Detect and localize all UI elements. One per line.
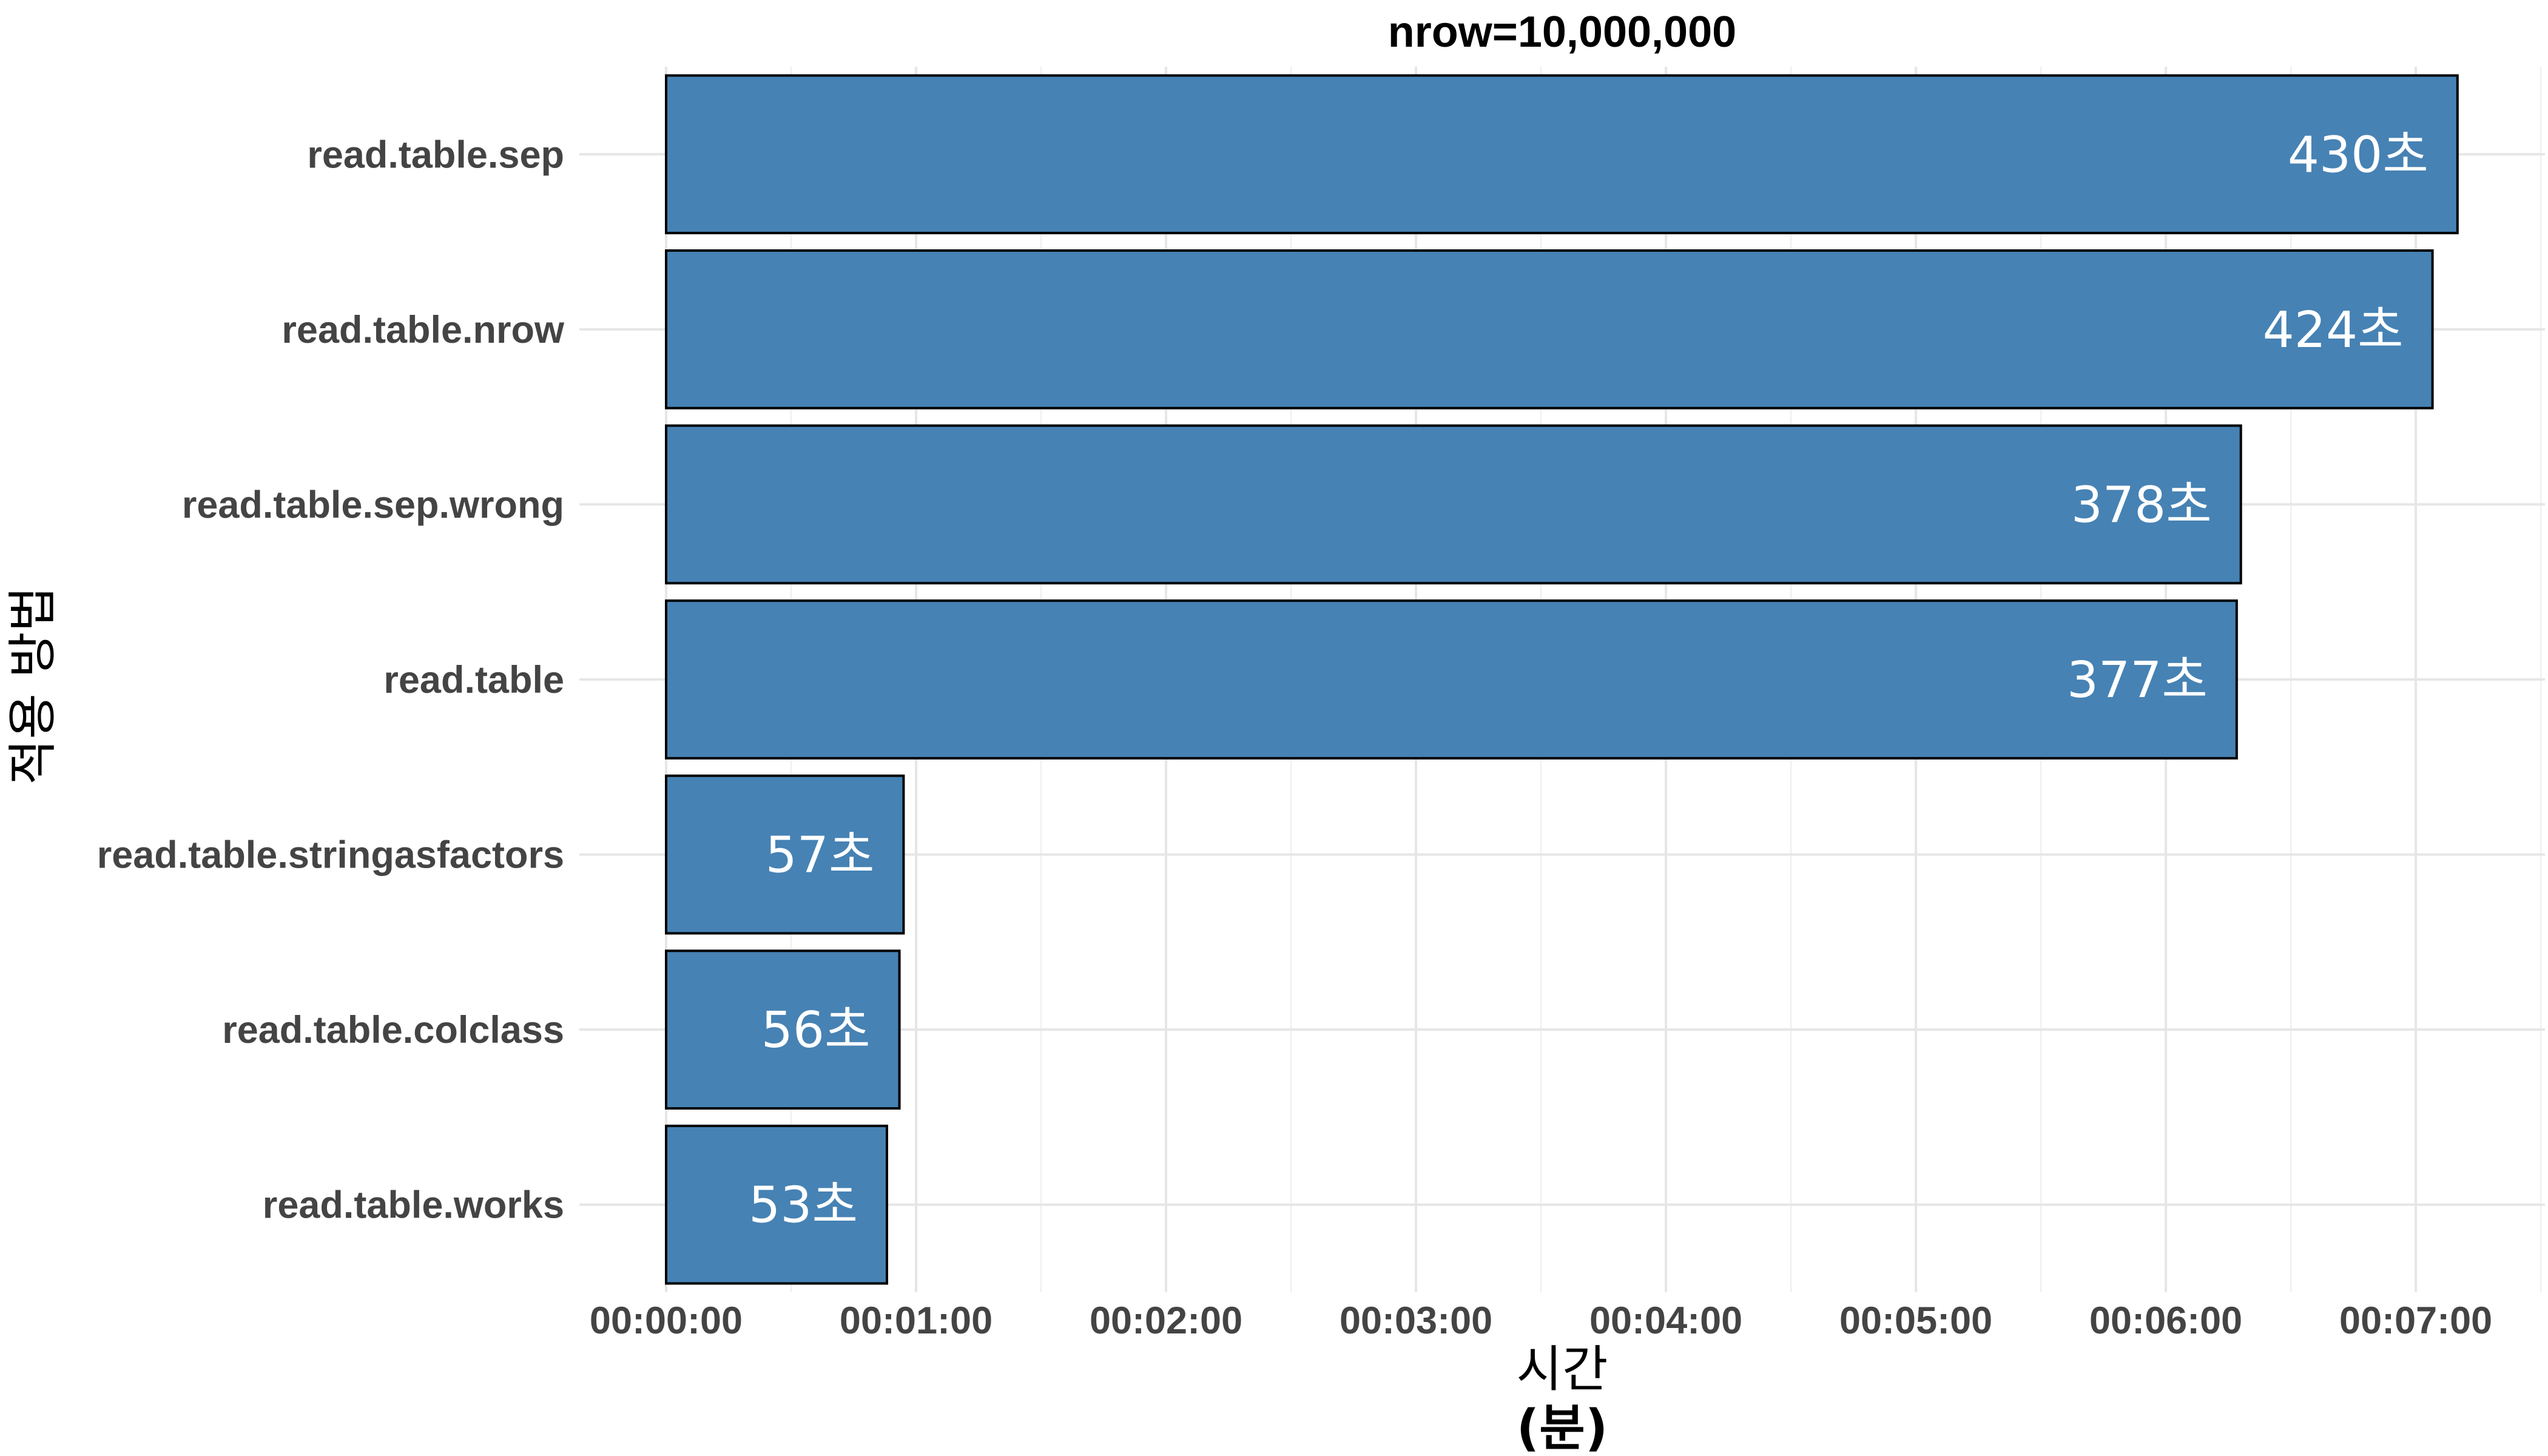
value-label: 53초 (749, 1177, 858, 1235)
x-tick-label: 00:05:00 (1839, 1299, 1992, 1342)
category-label: read.table (383, 659, 564, 701)
bar-read-table (665, 599, 2238, 760)
bar-read-table-colclass (665, 949, 901, 1110)
x-tick-labels: 00:00:00 00:01:00 00:02:00 00:03:00 00:04:00… (590, 1299, 2492, 1342)
x-tick-label: 00:07:00 (2339, 1299, 2492, 1342)
category-label: read.table.sep (307, 133, 564, 176)
value-label: 430초 (2288, 126, 2428, 184)
x-axis-title: 시간 (1517, 1341, 1608, 1398)
bar-read-table-sep-wrong (665, 424, 2242, 585)
bar-read-table-sep (665, 74, 2459, 235)
value-labels: 430초 424초 378초 377초 57초 56초 53초 (749, 126, 2428, 1234)
bar-read-table-works (665, 1124, 888, 1285)
value-label: 424초 (2263, 302, 2404, 359)
bar-read-table-stringasfactors (665, 774, 905, 935)
category-label: read.table.colclass (222, 1009, 564, 1051)
bar-read-table-nrow (665, 249, 2434, 410)
bars (665, 74, 2459, 1285)
chart-title: nrow=10,000,000 (1388, 8, 1736, 56)
category-label: read.table.stringasfactors (97, 834, 564, 877)
value-label: 377초 (2067, 652, 2208, 709)
x-tick-label: 00:02:00 (1090, 1299, 1242, 1342)
x-tick-label: 00:00:00 (590, 1299, 743, 1342)
x-tick-label: 00:04:00 (1589, 1299, 1742, 1342)
value-label: 378초 (2071, 476, 2212, 534)
x-axis-unit: (분) (1517, 1400, 1608, 1456)
category-label: read.table.works (263, 1184, 564, 1227)
x-tick-label: 00:03:00 (1340, 1299, 1492, 1342)
category-labels: read.table.sep read.table.nrow read.table.… (97, 133, 565, 1226)
category-label: read.table.sep.wrong (182, 484, 564, 526)
value-label: 57초 (766, 827, 875, 885)
x-tick-label: 00:06:00 (2089, 1299, 2242, 1342)
y-axis-title: 적용 방법 (4, 586, 62, 785)
category-label: read.table.nrow (281, 309, 565, 351)
x-tick-label: 00:01:00 (840, 1299, 993, 1342)
value-label: 56초 (761, 1002, 871, 1059)
